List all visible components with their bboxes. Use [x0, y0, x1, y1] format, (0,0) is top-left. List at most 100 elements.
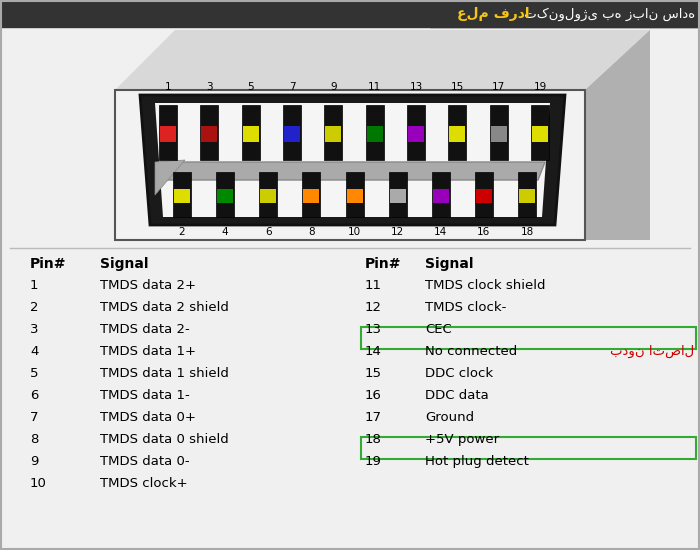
- Text: 19: 19: [533, 82, 547, 92]
- Bar: [302, 172, 321, 217]
- Text: Pin#: Pin#: [30, 257, 66, 271]
- Text: No connected: No connected: [425, 345, 517, 358]
- Text: 9: 9: [30, 455, 38, 468]
- Bar: [475, 172, 493, 217]
- Bar: [531, 105, 549, 160]
- Text: DDC data: DDC data: [425, 389, 489, 402]
- Text: TMDS data 2-: TMDS data 2-: [100, 323, 190, 336]
- Bar: [361, 437, 696, 459]
- Text: 8: 8: [30, 433, 38, 446]
- Text: 5: 5: [30, 367, 38, 380]
- Text: 16: 16: [477, 227, 491, 237]
- Text: بدون اتصال: بدون اتصال: [610, 345, 694, 358]
- Text: 11: 11: [368, 82, 382, 92]
- Text: Signal: Signal: [100, 257, 148, 271]
- Polygon shape: [115, 90, 585, 240]
- Text: 13: 13: [410, 82, 423, 92]
- Bar: [361, 327, 696, 349]
- Text: 10: 10: [348, 227, 361, 237]
- Text: تکنولوژی به زبان ساده: تکنولوژی به زبان ساده: [519, 7, 695, 21]
- Text: TMDS clock-: TMDS clock-: [425, 301, 506, 314]
- Text: TMDS data 1-: TMDS data 1-: [100, 389, 190, 402]
- Bar: [448, 105, 466, 160]
- Text: TMDS data 2 shield: TMDS data 2 shield: [100, 301, 229, 314]
- Bar: [389, 172, 407, 217]
- Bar: [407, 105, 425, 160]
- Text: 10: 10: [30, 477, 47, 490]
- Bar: [260, 189, 276, 203]
- Text: 17: 17: [365, 411, 382, 424]
- Text: 14: 14: [434, 227, 447, 237]
- Bar: [326, 126, 342, 142]
- Text: 1: 1: [30, 279, 38, 292]
- Bar: [449, 126, 466, 142]
- Text: 18: 18: [520, 227, 533, 237]
- Text: TMDS clock shield: TMDS clock shield: [425, 279, 545, 292]
- Text: 3: 3: [30, 323, 38, 336]
- Text: 13: 13: [365, 323, 382, 336]
- Bar: [173, 172, 191, 217]
- Bar: [259, 172, 277, 217]
- Polygon shape: [170, 0, 500, 27]
- Bar: [283, 105, 301, 160]
- Text: 12: 12: [365, 301, 382, 314]
- Text: TMDS data 0 shield: TMDS data 0 shield: [100, 433, 229, 446]
- Bar: [390, 189, 405, 203]
- Bar: [202, 126, 217, 142]
- Text: 7: 7: [288, 82, 295, 92]
- Text: 14: 14: [365, 345, 382, 358]
- Text: 12: 12: [391, 227, 405, 237]
- Text: TMDS data 1+: TMDS data 1+: [100, 345, 196, 358]
- Text: 9: 9: [330, 82, 337, 92]
- Text: TMDS clock+: TMDS clock+: [100, 477, 188, 490]
- Text: 8: 8: [308, 227, 315, 237]
- Text: TMDS data 0-: TMDS data 0-: [100, 455, 190, 468]
- Bar: [346, 172, 363, 217]
- Polygon shape: [155, 103, 550, 217]
- Text: TMDS data 2+: TMDS data 2+: [100, 279, 196, 292]
- Text: TMDS data 1 shield: TMDS data 1 shield: [100, 367, 229, 380]
- Text: 16: 16: [365, 389, 382, 402]
- Text: 3: 3: [206, 82, 213, 92]
- Bar: [519, 189, 535, 203]
- Polygon shape: [155, 160, 185, 195]
- Polygon shape: [175, 30, 650, 240]
- Bar: [303, 189, 319, 203]
- Text: 15: 15: [451, 82, 464, 92]
- Bar: [408, 126, 424, 142]
- Text: 2: 2: [30, 301, 38, 314]
- Text: DDC clock: DDC clock: [425, 367, 493, 380]
- Text: 11: 11: [365, 279, 382, 292]
- Text: 5: 5: [247, 82, 254, 92]
- Text: علم فردا: علم فردا: [457, 7, 530, 21]
- Text: 15: 15: [365, 367, 382, 380]
- Polygon shape: [0, 0, 400, 27]
- Bar: [490, 105, 507, 160]
- Bar: [518, 172, 536, 217]
- Bar: [241, 105, 260, 160]
- Bar: [243, 126, 259, 142]
- Bar: [174, 189, 190, 203]
- Bar: [367, 126, 383, 142]
- Text: +5V power: +5V power: [425, 433, 499, 446]
- Polygon shape: [585, 30, 650, 240]
- Text: 4: 4: [222, 227, 228, 237]
- Text: Pin#: Pin#: [365, 257, 402, 271]
- Bar: [159, 105, 177, 160]
- Bar: [200, 105, 218, 160]
- Bar: [432, 172, 449, 217]
- Bar: [324, 105, 342, 160]
- Bar: [430, 0, 700, 27]
- Text: CEC: CEC: [425, 323, 452, 336]
- Text: Signal: Signal: [425, 257, 473, 271]
- Bar: [217, 189, 233, 203]
- Text: Hot plug detect: Hot plug detect: [425, 455, 529, 468]
- Text: 6: 6: [30, 389, 38, 402]
- Text: 19: 19: [365, 455, 382, 468]
- Text: 2: 2: [178, 227, 186, 237]
- Text: TMDS data 0+: TMDS data 0+: [100, 411, 196, 424]
- Bar: [346, 189, 363, 203]
- Text: 17: 17: [492, 82, 505, 92]
- Bar: [476, 189, 492, 203]
- Bar: [160, 126, 176, 142]
